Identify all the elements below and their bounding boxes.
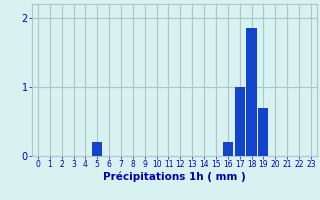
- Bar: [92, 142, 102, 156]
- Bar: [258, 108, 268, 156]
- X-axis label: Précipitations 1h ( mm ): Précipitations 1h ( mm ): [103, 172, 246, 182]
- Bar: [235, 87, 245, 156]
- Bar: [246, 28, 257, 156]
- Bar: [223, 142, 233, 156]
